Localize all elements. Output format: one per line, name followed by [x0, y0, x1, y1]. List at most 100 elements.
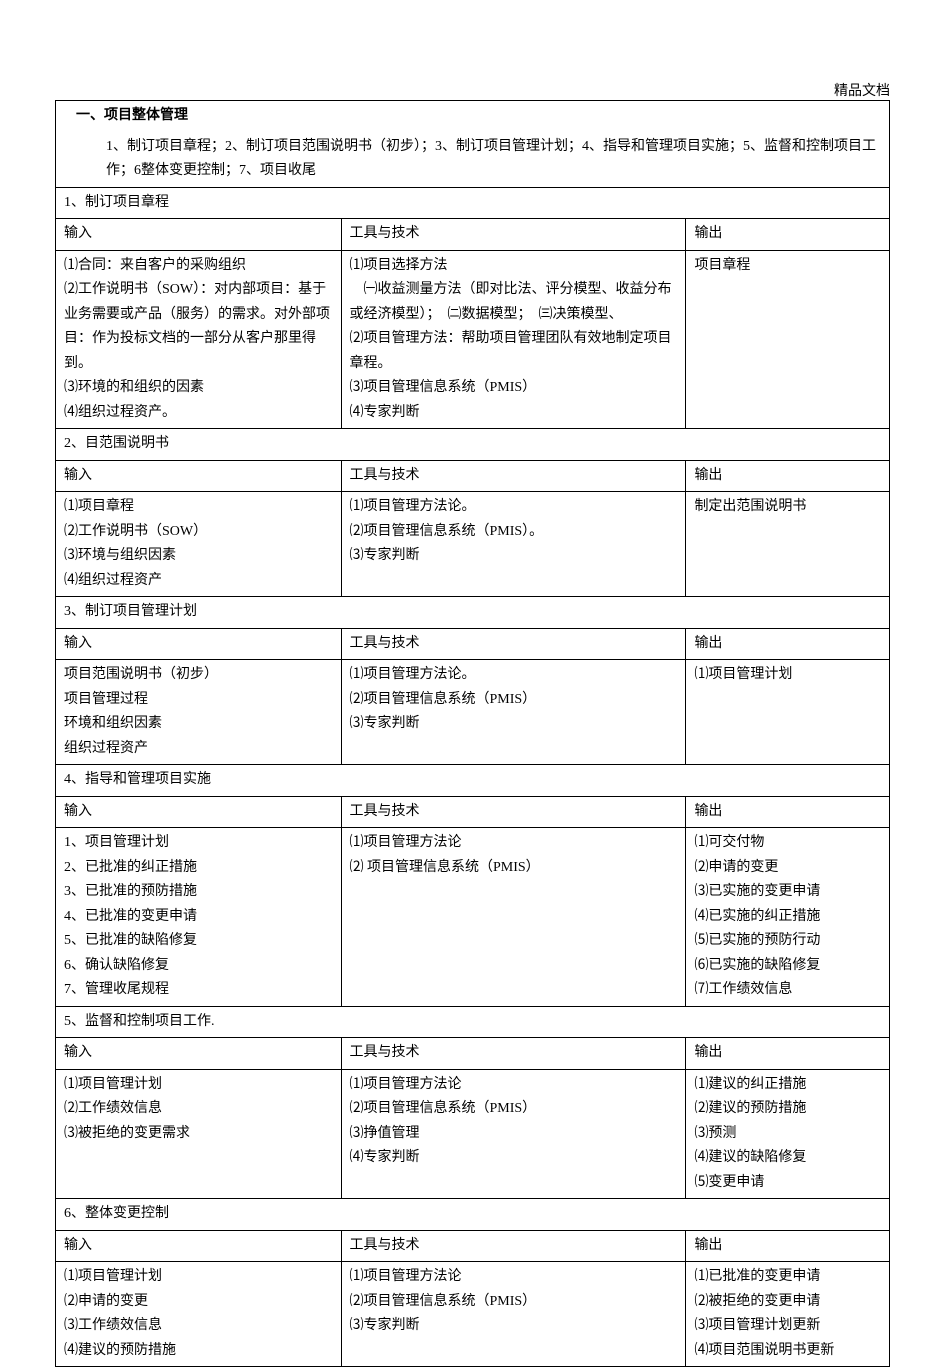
text: ⑷建议的预防措施	[64, 1339, 333, 1364]
sec1-tools: ⑴项目选择方法 ㈠收益测量方法（即对比法、评分模型、收益分布或经济模型）； ㈡数…	[341, 250, 686, 429]
text: ⑴合同：来自客户的采购组织	[64, 254, 333, 279]
text: 6、确认缺陷修复	[64, 954, 333, 979]
text: ⑶环境的和组织的因素	[64, 376, 333, 401]
text: 项目范围说明书（初步）	[64, 663, 333, 688]
text: ⑶挣值管理	[350, 1122, 678, 1147]
section-summary: 1、制订项目章程；2、制订项目范围说明书（初步）；3、制订项目管理计划；4、指导…	[56, 132, 890, 188]
sec5-tools: ⑴项目管理方法论 ⑵项目管理信息系统（PMIS） ⑶挣值管理 ⑷专家判断	[341, 1069, 686, 1199]
sec4-title: 4、指导和管理项目实施	[56, 765, 890, 797]
sec1-output: 项目章程	[686, 250, 890, 429]
text: ⑶项目管理信息系统（PMIS）	[350, 376, 678, 401]
text: ⑷专家判断	[350, 401, 678, 426]
col-output: 输出	[686, 628, 890, 660]
text: ⑺工作绩效信息	[694, 978, 881, 1003]
col-input: 输入	[56, 796, 342, 828]
text: 2、已批准的纠正措施	[64, 856, 333, 881]
text: ⑶专家判断	[350, 712, 678, 737]
col-tools: 工具与技术	[341, 1038, 686, 1070]
sec6-title: 6、整体变更控制	[56, 1199, 890, 1231]
col-tools: 工具与技术	[341, 460, 686, 492]
text: 项目管理过程	[64, 688, 333, 713]
sec4-output: ⑴可交付物 ⑵申请的变更 ⑶已实施的变更申请 ⑷已实施的纠正措施 ⑸已实施的预防…	[686, 828, 890, 1007]
sec1-title: 1、制订项目章程	[56, 187, 890, 219]
text: ⑵项目管理信息系统（PMIS）。	[350, 520, 678, 545]
sec3-input: 项目范围说明书（初步） 项目管理过程 环境和组织因素 组织过程资产	[56, 660, 342, 765]
text: 制定出范围说明书	[694, 495, 881, 520]
text: ⑴可交付物	[694, 831, 881, 856]
text: ⑶专家判断	[350, 544, 678, 569]
sec5-output: ⑴建议的纠正措施 ⑵建议的预防措施 ⑶预测 ⑷建议的缺陷修复 ⑸变更申请	[686, 1069, 890, 1199]
col-input: 输入	[56, 1230, 342, 1262]
text: ⑵项目管理信息系统（PMIS）	[350, 1097, 678, 1122]
sec2-input: ⑴项目章程 ⑵工作说明书（SOW） ⑶环境与组织因素 ⑷组织过程资产	[56, 492, 342, 597]
text: ⑴建议的纠正措施	[694, 1073, 881, 1098]
text: ⑴项目管理方法论	[350, 831, 678, 856]
text: ⑴项目管理方法论。	[350, 663, 678, 688]
text: ㈠收益测量方法（即对比法、评分模型、收益分布或经济模型）； ㈡数据模型； ㈢决策…	[350, 278, 678, 327]
col-output: 输出	[686, 460, 890, 492]
text: ⑶专家判断	[350, 1314, 678, 1339]
text: ⑴项目管理方法论	[350, 1073, 678, 1098]
text: ⑴项目管理方法论。	[350, 495, 678, 520]
text: ⑴项目管理计划	[694, 663, 881, 688]
sec5-input: ⑴项目管理计划 ⑵工作绩效信息 ⑶被拒绝的变更需求	[56, 1069, 342, 1199]
text: ⑶工作绩效信息	[64, 1314, 333, 1339]
text: 7、管理收尾规程	[64, 978, 333, 1003]
sec2-title: 2、目范围说明书	[56, 429, 890, 461]
col-tools: 工具与技术	[341, 628, 686, 660]
text: ⑴项目管理方法论	[350, 1265, 678, 1290]
text: ⑵工作绩效信息	[64, 1097, 333, 1122]
sec4-tools: ⑴项目管理方法论 ⑵ 项目管理信息系统（PMIS）	[341, 828, 686, 1007]
col-input: 输入	[56, 460, 342, 492]
text: ⑴项目选择方法	[350, 254, 678, 279]
text: ⑶项目管理计划更新	[694, 1314, 881, 1339]
col-input: 输入	[56, 219, 342, 251]
text: ⑵建议的预防措施	[694, 1097, 881, 1122]
col-output: 输出	[686, 219, 890, 251]
col-input: 输入	[56, 628, 342, 660]
text: ⑷专家判断	[350, 1146, 678, 1171]
text: 项目章程	[694, 254, 881, 279]
text: ⑶预测	[694, 1122, 881, 1147]
sec3-tools: ⑴项目管理方法论。 ⑵项目管理信息系统（PMIS） ⑶专家判断	[341, 660, 686, 765]
text: ⑷建议的缺陷修复	[694, 1146, 881, 1171]
text: ⑷已实施的纠正措施	[694, 905, 881, 930]
col-output: 输出	[686, 1038, 890, 1070]
text: ⑵申请的变更	[694, 856, 881, 881]
text: ⑷组织过程资产。	[64, 401, 333, 426]
sec4-input: 1、项目管理计划 2、已批准的纠正措施 3、已批准的预防措施 4、已批准的变更申…	[56, 828, 342, 1007]
text: ⑸已实施的预防行动	[694, 929, 881, 954]
text: ⑴项目管理计划	[64, 1073, 333, 1098]
sec6-tools: ⑴项目管理方法论 ⑵项目管理信息系统（PMIS） ⑶专家判断	[341, 1262, 686, 1367]
col-tools: 工具与技术	[341, 219, 686, 251]
text: ⑸变更申请	[694, 1171, 881, 1196]
text: ⑷项目范围说明书更新	[694, 1339, 881, 1364]
text: 组织过程资产	[64, 737, 333, 762]
text: ⑵工作说明书（SOW）	[64, 520, 333, 545]
main-document-table: 一、项目整体管理 1、制订项目章程；2、制订项目范围说明书（初步）；3、制订项目…	[55, 100, 890, 1367]
text: ⑵项目管理信息系统（PMIS）	[350, 688, 678, 713]
sec6-output: ⑴已批准的变更申请 ⑵被拒绝的变更申请 ⑶项目管理计划更新 ⑷项目范围说明书更新	[686, 1262, 890, 1367]
text: 4、已批准的变更申请	[64, 905, 333, 930]
text: 环境和组织因素	[64, 712, 333, 737]
text: ⑵ 项目管理信息系统（PMIS）	[350, 856, 678, 881]
text: ⑵申请的变更	[64, 1290, 333, 1315]
sec3-title: 3、制订项目管理计划	[56, 597, 890, 629]
sec5-title: 5、监督和控制项目工作.	[56, 1006, 890, 1038]
text: ⑵工作说明书（SOW）：对内部项目：基于业务需要或产品（服务）的需求。对外部项目…	[64, 278, 333, 376]
sec6-input: ⑴项目管理计划 ⑵申请的变更 ⑶工作绩效信息 ⑷建议的预防措施	[56, 1262, 342, 1367]
text: ⑶已实施的变更申请	[694, 880, 881, 905]
text: 1、项目管理计划	[64, 831, 333, 856]
text: ⑴已批准的变更申请	[694, 1265, 881, 1290]
text: 3、已批准的预防措施	[64, 880, 333, 905]
text: ⑵项目管理信息系统（PMIS）	[350, 1290, 678, 1315]
col-output: 输出	[686, 1230, 890, 1262]
col-tools: 工具与技术	[341, 1230, 686, 1262]
sec2-output: 制定出范围说明书	[686, 492, 890, 597]
text: ⑴项目章程	[64, 495, 333, 520]
col-tools: 工具与技术	[341, 796, 686, 828]
text: ⑵被拒绝的变更申请	[694, 1290, 881, 1315]
text: ⑹已实施的缺陷修复	[694, 954, 881, 979]
col-output: 输出	[686, 796, 890, 828]
text: ⑵项目管理方法：帮助项目管理团队有效地制定项目章程。	[350, 327, 678, 376]
